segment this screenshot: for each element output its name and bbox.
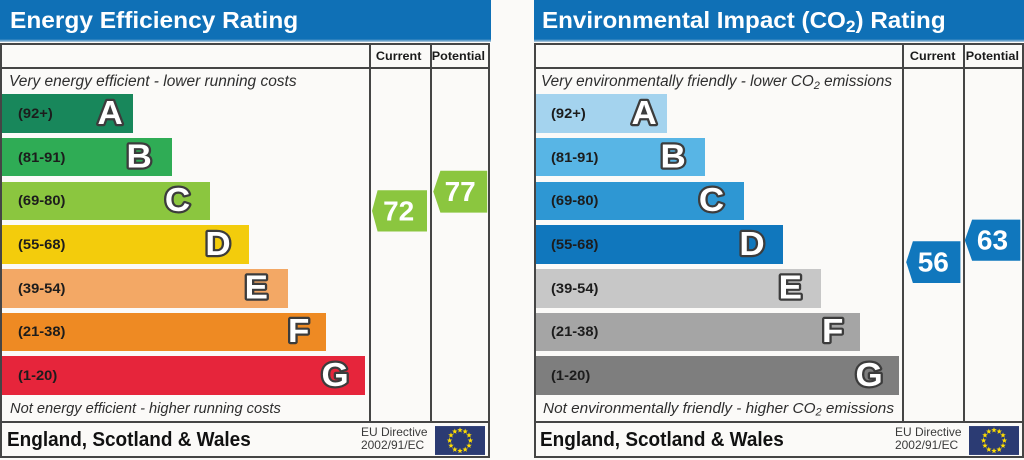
svg-text:D: D <box>205 226 230 263</box>
svg-text:C: C <box>698 182 723 219</box>
svg-text:B: B <box>127 138 152 175</box>
svg-text:G: G <box>321 357 348 394</box>
svg-text:D: D <box>739 226 764 263</box>
svg-text:E: E <box>245 269 268 306</box>
svg-text:77: 77 <box>445 176 476 207</box>
svg-text:A: A <box>98 95 123 132</box>
svg-text:F: F <box>822 313 843 350</box>
svg-text:72: 72 <box>383 195 414 226</box>
svg-text:G: G <box>855 357 882 394</box>
svg-text:E: E <box>778 269 801 306</box>
svg-text:63: 63 <box>977 225 1008 256</box>
svg-text:A: A <box>631 95 656 132</box>
svg-text:F: F <box>288 313 309 350</box>
svg-text:B: B <box>660 138 685 175</box>
svg-text:56: 56 <box>918 247 949 278</box>
svg-text:C: C <box>165 182 190 219</box>
